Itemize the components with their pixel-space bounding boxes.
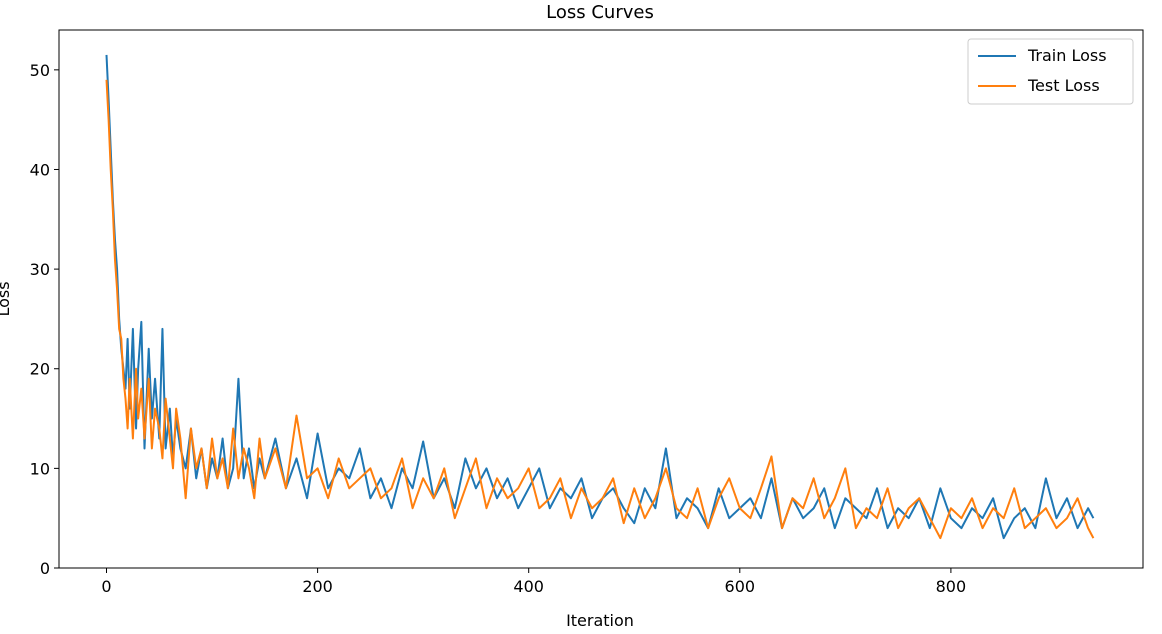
y-tick-label: 50 bbox=[30, 61, 50, 80]
x-tick-label: 0 bbox=[101, 577, 111, 596]
x-axis-ticks: 0 200 400 600 800 bbox=[101, 568, 966, 596]
y-tick-label: 30 bbox=[30, 260, 50, 279]
y-tick-label: 40 bbox=[30, 160, 50, 179]
plot-lines bbox=[105, 54, 1095, 540]
plot-frame bbox=[58, 29, 1144, 569]
legend-label-train-loss: Train Loss bbox=[1027, 46, 1107, 65]
legend-label-test-loss: Test Loss bbox=[1027, 76, 1100, 95]
x-tick-label: 800 bbox=[936, 577, 967, 596]
series-line-train-loss bbox=[105, 54, 1095, 540]
y-tick-label: 20 bbox=[30, 360, 50, 379]
x-tick-label: 400 bbox=[513, 577, 544, 596]
chart-title: Loss Curves bbox=[546, 2, 654, 23]
y-tick-label: 10 bbox=[30, 459, 50, 478]
y-axis-ticks: 0 10 20 30 40 50 bbox=[30, 61, 59, 578]
series-line-test-loss bbox=[105, 79, 1095, 540]
x-tick-label: 600 bbox=[725, 577, 756, 596]
legend: Train Loss Test Loss bbox=[967, 38, 1134, 105]
x-tick-label: 200 bbox=[302, 577, 333, 596]
x-axis-label: Iteration bbox=[566, 611, 634, 630]
y-axis-label: Loss bbox=[0, 281, 13, 316]
y-tick-label: 0 bbox=[40, 559, 50, 578]
